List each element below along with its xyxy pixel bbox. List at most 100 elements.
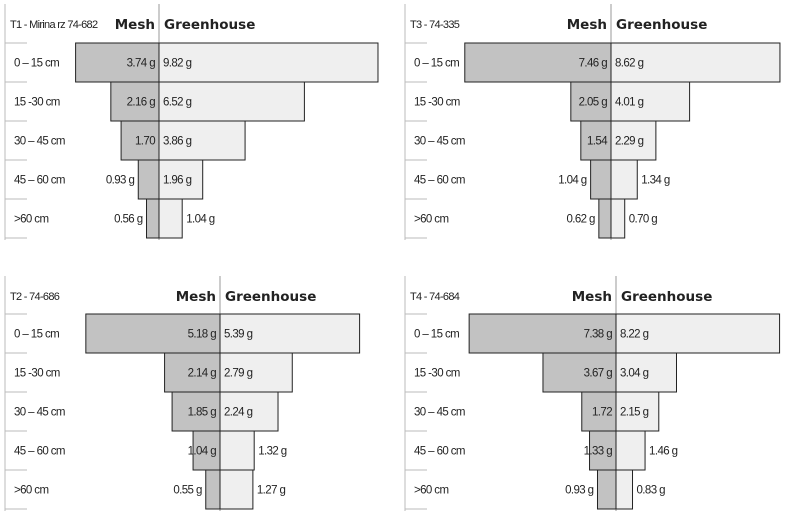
category-label: 15 -30 cm <box>414 97 460 109</box>
data-label-mesh: 1.04 g <box>188 446 217 458</box>
bar-greenhouse <box>158 159 204 200</box>
data-label-greenhouse: 8.22 g <box>620 329 649 341</box>
category-label: 45 – 60 cm <box>414 446 465 458</box>
data-label-greenhouse: 2.24 g <box>224 407 253 419</box>
data-label-greenhouse: 2.15 g <box>620 407 649 419</box>
data-label-mesh: 3.74 g <box>127 58 156 70</box>
bar-mesh <box>468 313 617 354</box>
bar-greenhouse <box>610 81 691 122</box>
category-label: >60 cm <box>14 214 48 226</box>
bar-greenhouse <box>615 313 781 354</box>
data-label-greenhouse: 1.96 g <box>163 175 192 187</box>
bar-greenhouse <box>219 469 254 510</box>
bar-greenhouse <box>219 391 279 432</box>
legend-mesh: Mesh <box>572 289 612 305</box>
legend-greenhouse: Greenhouse <box>616 17 707 33</box>
legend-mesh: Mesh <box>176 289 216 305</box>
bar-greenhouse <box>158 120 246 161</box>
data-label-greenhouse: 1.34 g <box>641 175 670 187</box>
category-label: 30 – 45 cm <box>414 136 465 148</box>
legend-mesh: Mesh <box>567 17 607 33</box>
data-label-greenhouse: 2.79 g <box>224 368 253 380</box>
bar-greenhouse <box>219 313 361 354</box>
bar-mesh <box>171 391 221 432</box>
data-label-mesh: 0.93 g <box>565 485 594 497</box>
chart-panel-4: T4 - 74-684 Mesh Greenhouse 0 – 15 cm 7.38 g… <box>404 276 781 511</box>
data-label-greenhouse: 1.27 g <box>257 485 286 497</box>
bar-mesh <box>590 159 612 200</box>
category-label: 0 – 15 cm <box>414 329 459 341</box>
bar-greenhouse <box>615 469 634 510</box>
category-label: 45 – 60 cm <box>414 175 465 187</box>
category-label: >60 cm <box>14 485 48 497</box>
category-label: 0 – 15 cm <box>414 58 459 70</box>
bar-mesh <box>192 430 221 471</box>
data-label-mesh: 1.33 g <box>584 446 613 458</box>
bar-mesh <box>75 42 160 83</box>
data-label-mesh: 0.55 g <box>173 485 202 497</box>
legend-mesh: Mesh <box>115 17 155 33</box>
data-label-greenhouse: 0.83 g <box>637 485 666 497</box>
bar-mesh <box>146 198 160 239</box>
chart-panel-3: T2 - 74-686 Mesh Greenhouse 0 – 15 cm 5.18 g… <box>4 276 361 511</box>
data-label-greenhouse: 9.82 g <box>163 58 192 70</box>
category-label: >60 cm <box>414 214 448 226</box>
data-label-greenhouse: 6.52 g <box>163 97 192 109</box>
bar-mesh <box>596 469 617 510</box>
bar-mesh <box>570 81 612 122</box>
legend-greenhouse: Greenhouse <box>164 17 255 33</box>
category-label: 45 – 60 cm <box>14 175 65 187</box>
chart-panel-2: T3 - 74-335 Mesh Greenhouse 0 – 15 cm 7.46 g… <box>404 4 781 240</box>
data-label-greenhouse: 2.29 g <box>615 136 644 148</box>
category-label: 0 – 15 cm <box>14 329 59 341</box>
data-label-greenhouse: 5.39 g <box>224 329 253 341</box>
legend-greenhouse: Greenhouse <box>621 289 712 305</box>
data-label-mesh: 0.62 g <box>566 214 595 226</box>
chart-panel-1: T1 - Mirina rz 74-682 Mesh Greenhouse 0 – 1… <box>4 4 379 240</box>
panel-title: T4 - 74-684 <box>410 291 460 303</box>
category-label: 30 – 45 cm <box>414 407 465 419</box>
category-label: >60 cm <box>414 485 448 497</box>
bar-greenhouse <box>158 81 305 122</box>
bar-greenhouse <box>610 42 781 83</box>
category-label: 0 – 15 cm <box>14 58 59 70</box>
data-label-greenhouse: 8.62 g <box>615 58 644 70</box>
data-label-greenhouse: 3.04 g <box>620 368 649 380</box>
data-label-mesh: 1.70 <box>135 136 155 148</box>
data-label-mesh: 2.16 g <box>127 97 156 109</box>
data-label-mesh: 0.93 g <box>106 175 135 187</box>
category-label: 45 – 60 cm <box>14 446 65 458</box>
bar-greenhouse <box>610 159 638 200</box>
bar-mesh <box>205 469 221 510</box>
bar-greenhouse <box>219 430 255 471</box>
category-label: 15 -30 cm <box>14 368 60 380</box>
data-label-greenhouse: 1.32 g <box>258 446 287 458</box>
category-label: 30 – 45 cm <box>14 407 65 419</box>
bar-mesh <box>581 391 617 432</box>
bar-mesh <box>464 42 612 83</box>
data-label-mesh: 7.38 g <box>584 329 613 341</box>
category-label: 30 – 45 cm <box>14 136 65 148</box>
data-label-mesh: 1.04 g <box>558 175 587 187</box>
data-label-greenhouse: 4.01 g <box>615 97 644 109</box>
bar-greenhouse <box>615 391 660 432</box>
data-label-greenhouse: 1.04 g <box>186 214 215 226</box>
bar-greenhouse <box>610 198 626 239</box>
panel-title: T2 - 74-686 <box>10 291 60 303</box>
category-label: 15 -30 cm <box>14 97 60 109</box>
data-label-mesh: 2.05 g <box>579 97 608 109</box>
bar-greenhouse <box>219 352 293 393</box>
panel-title: T1 - Mirina rz 74-682 <box>10 19 98 31</box>
panel-title: T3 - 74-335 <box>410 19 460 31</box>
bar-greenhouse <box>158 42 379 83</box>
bar-greenhouse <box>615 352 677 393</box>
data-label-mesh: 7.46 g <box>579 58 608 70</box>
bar-mesh <box>598 198 612 239</box>
data-label-greenhouse: 0.70 g <box>629 214 658 226</box>
data-label-mesh: 3.67 g <box>584 368 613 380</box>
data-label-greenhouse: 3.86 g <box>163 136 192 148</box>
bar-mesh <box>580 120 612 161</box>
data-label-mesh: 1.72 <box>592 407 612 419</box>
category-label: 15 -30 cm <box>414 368 460 380</box>
